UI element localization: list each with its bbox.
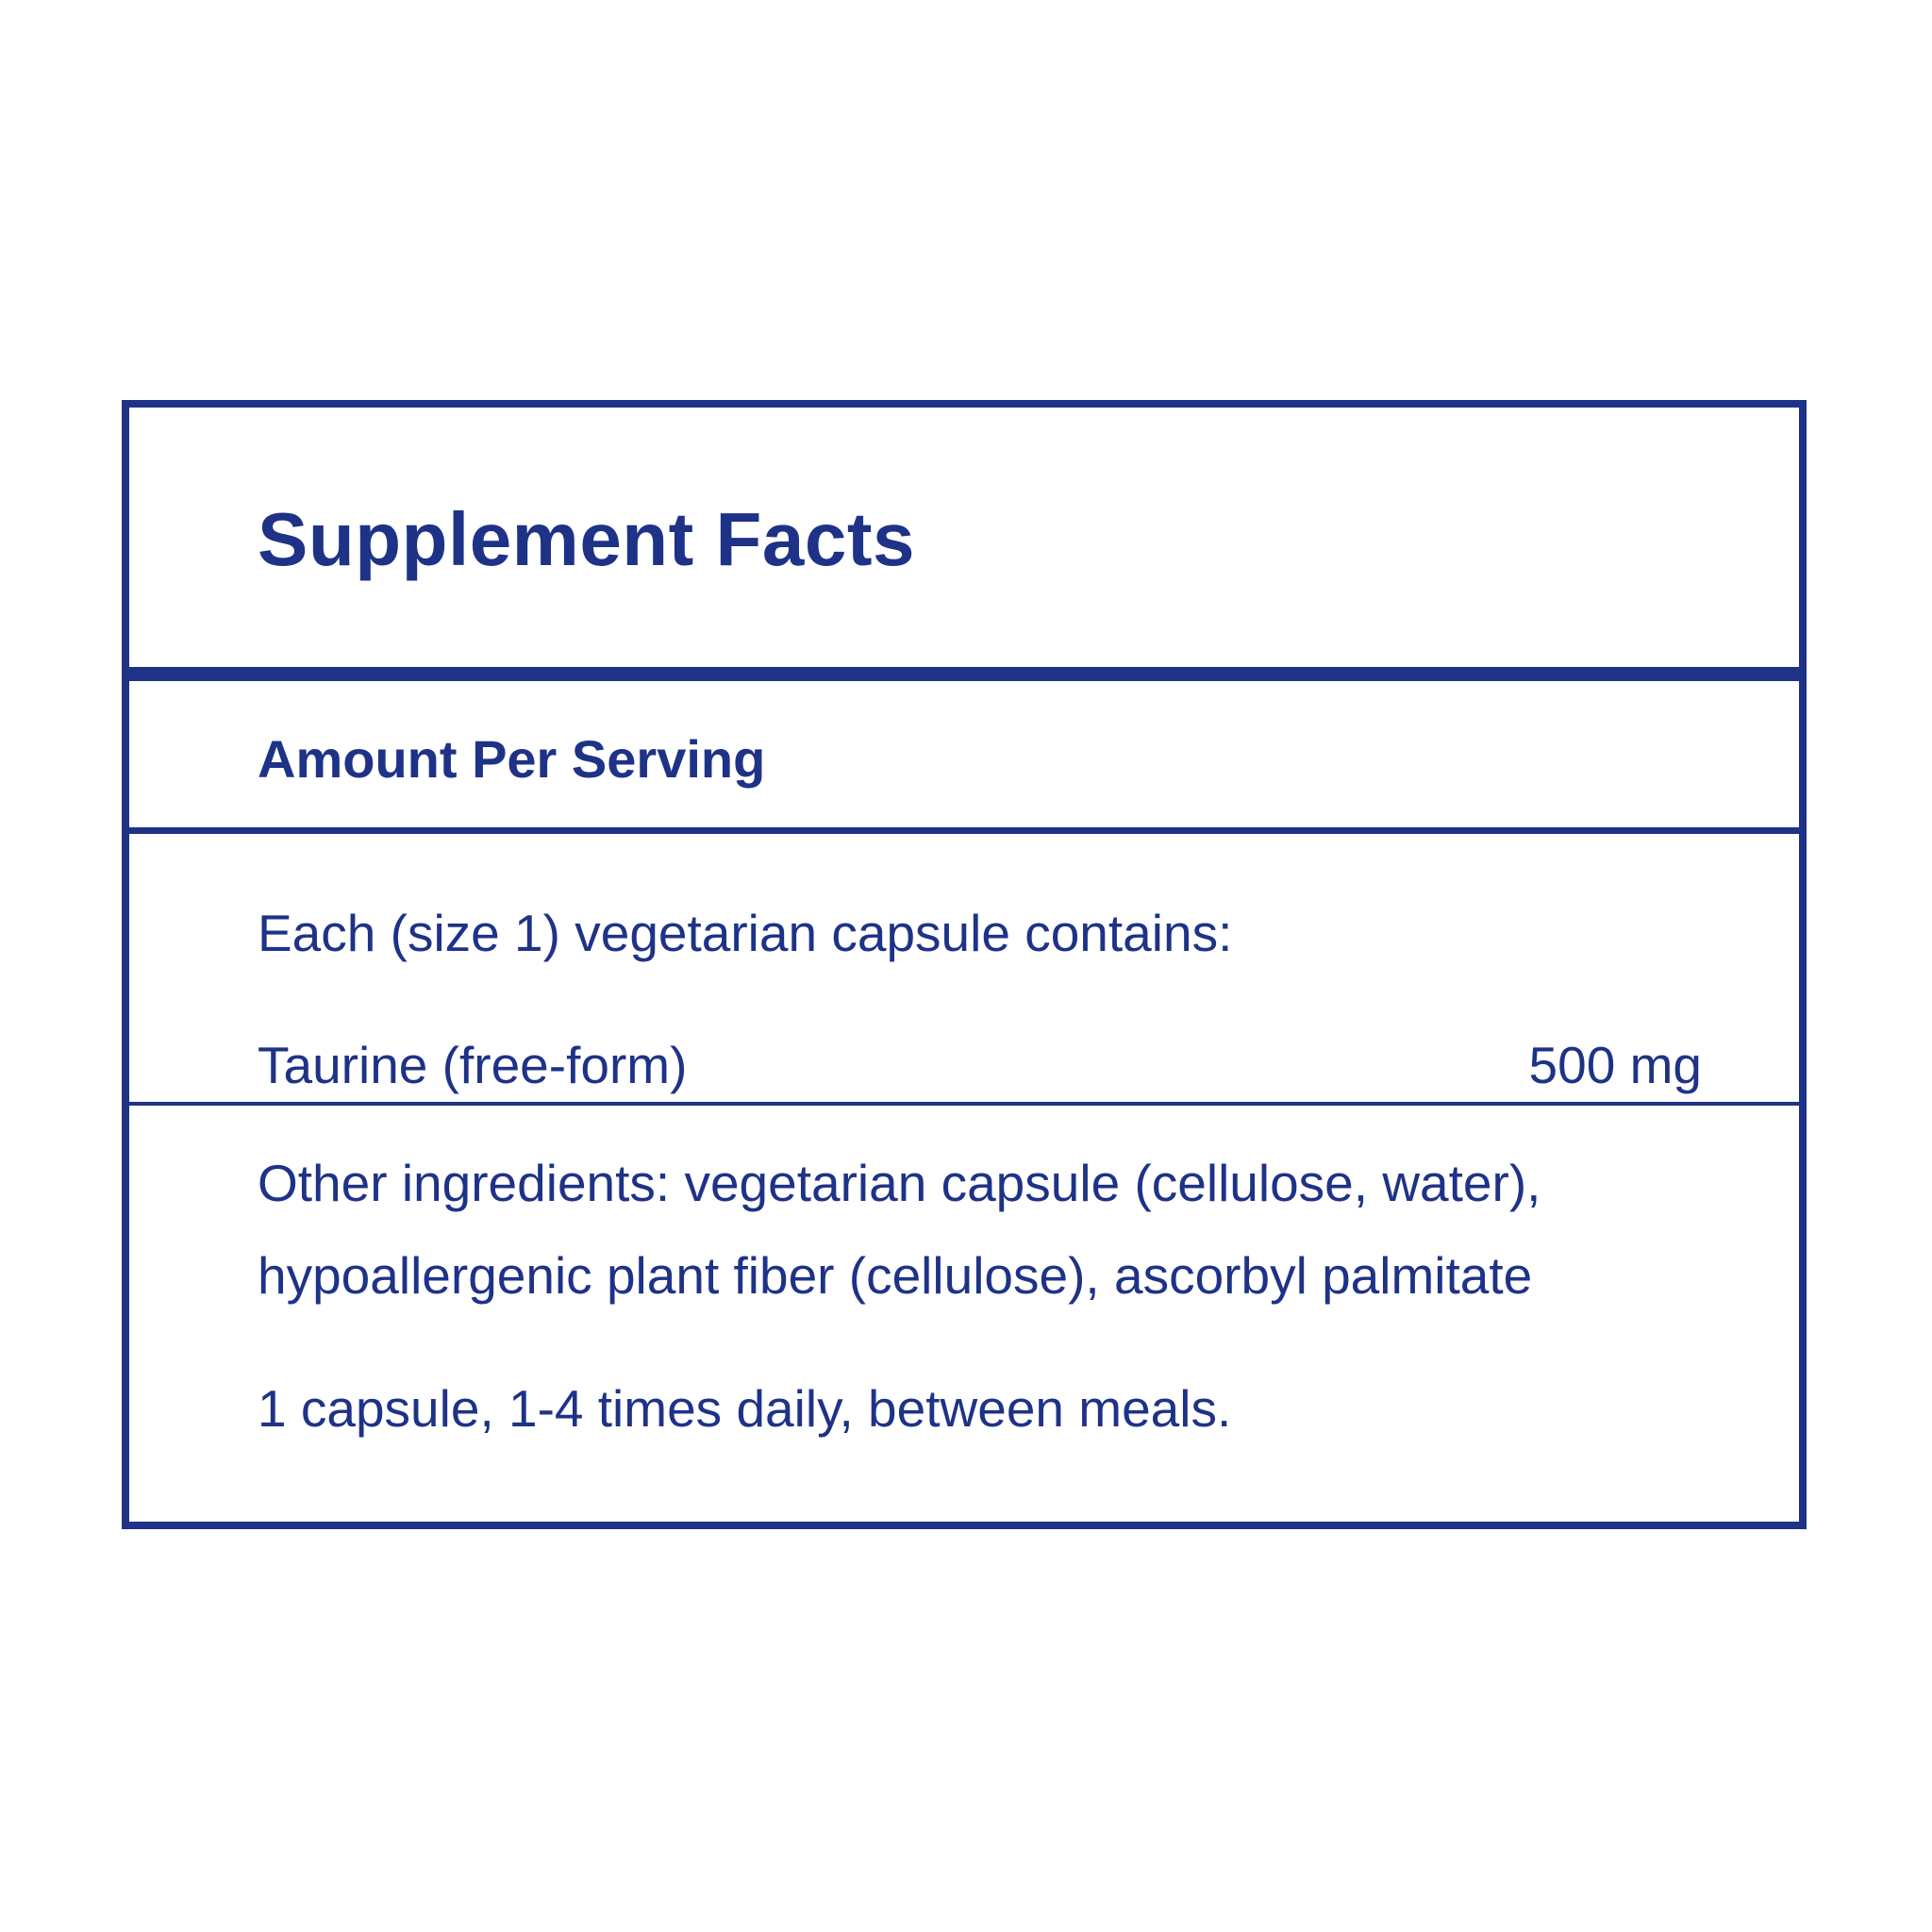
thin-divider <box>129 1102 1799 1106</box>
ingredient-name: Taurine (free-form) <box>258 1036 688 1094</box>
ingredient-amount: 500 mg <box>1528 1036 1702 1094</box>
divider <box>129 827 1799 834</box>
serving-description: Each (size 1) vegetarian capsule contain… <box>258 904 1233 962</box>
supplement-facts-panel: Supplement Facts Amount Per Serving Each… <box>122 400 1807 1529</box>
other-ingredients-line-2: hypoallergenic plant fiber (cellulose), … <box>258 1246 1533 1305</box>
directions: 1 capsule, 1-4 times daily, between meal… <box>258 1379 1232 1438</box>
amount-per-serving-heading: Amount Per Serving <box>258 729 766 789</box>
panel-title: Supplement Facts <box>258 497 916 581</box>
other-ingredients-line-1: Other ingredients: vegetarian capsule (c… <box>258 1154 1541 1212</box>
thick-divider <box>129 667 1799 681</box>
